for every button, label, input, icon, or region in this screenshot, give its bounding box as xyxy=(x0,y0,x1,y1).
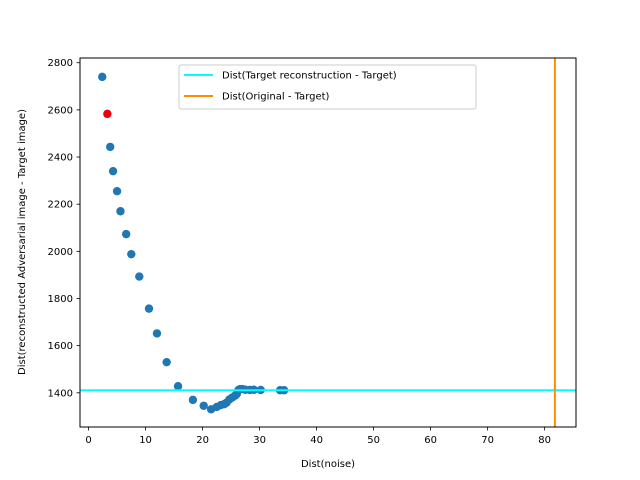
x-tick-label: 80 xyxy=(538,435,551,446)
x-tick-label: 30 xyxy=(253,435,266,446)
legend-label: Dist(Target reconstruction - Target) xyxy=(222,71,397,82)
data-point xyxy=(144,304,154,313)
y-axis-label: Dist(reconstructed Adversarial image - T… xyxy=(17,109,28,375)
y-tick-label: 1600 xyxy=(48,341,73,352)
data-point xyxy=(127,249,136,259)
x-tick-label: 0 xyxy=(85,435,91,446)
legend: Dist(Target reconstruction - Target) Dist… xyxy=(178,64,477,110)
data-point xyxy=(116,207,125,216)
data-point xyxy=(162,357,171,367)
data-point xyxy=(173,382,183,391)
axis-ticks: 0 10 20 30 40 50 60 70 80 1400 1600 1800 2000 2200 240… xyxy=(48,58,551,446)
data-points xyxy=(98,72,289,414)
y-tick-label: 2200 xyxy=(48,200,73,211)
data-point xyxy=(188,395,198,405)
data-point xyxy=(121,229,131,239)
data-point xyxy=(106,142,115,152)
y-tick-label: 1400 xyxy=(48,388,73,399)
legend-label: Dist(Original - Target) xyxy=(222,92,330,103)
data-point xyxy=(108,166,118,176)
y-tick-label: 2600 xyxy=(48,105,73,116)
x-tick-label: 70 xyxy=(481,435,494,446)
x-axis-label: Dist(noise) xyxy=(301,459,355,470)
data-point xyxy=(98,72,107,82)
y-tick-label: 2800 xyxy=(48,58,73,69)
data-point xyxy=(199,401,208,410)
data-point xyxy=(103,109,112,119)
x-tick-label: 60 xyxy=(424,435,437,446)
x-tick-label: 20 xyxy=(196,435,209,446)
data-point xyxy=(135,272,144,281)
x-tick-label: 40 xyxy=(310,435,323,446)
y-tick-label: 2400 xyxy=(48,153,73,164)
reference-lines xyxy=(80,58,576,427)
data-point xyxy=(152,329,162,338)
data-point xyxy=(112,187,122,196)
y-tick-label: 1800 xyxy=(48,294,73,305)
axes-frame xyxy=(79,57,577,428)
y-tick-label: 2000 xyxy=(48,247,73,258)
legend-box xyxy=(178,64,477,110)
x-tick-label: 10 xyxy=(139,435,152,446)
x-tick-label: 50 xyxy=(367,435,380,446)
